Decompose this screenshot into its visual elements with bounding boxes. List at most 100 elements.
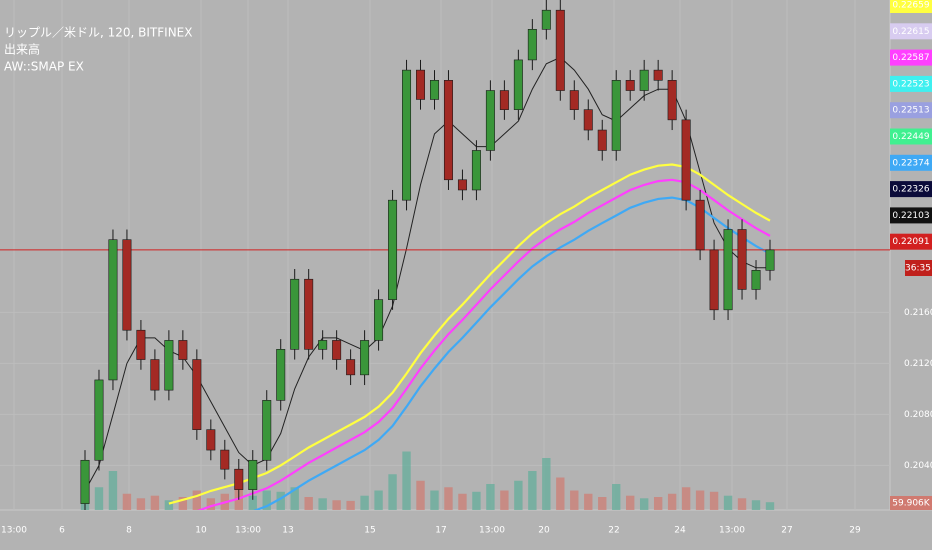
price-label-bg [890,181,932,198]
price-label-bg [890,0,932,13]
volume-bar [388,474,397,510]
candle-body [625,80,635,91]
candle-body [443,80,453,181]
x-tick-label: 13:00 [235,526,261,536]
candle-body [80,459,90,504]
candle-body [541,9,551,30]
price-label-bg [890,207,932,224]
candle-body [108,239,118,381]
candle-body [94,379,104,461]
volume-bar [528,471,537,510]
candle-body [122,239,132,331]
ma-line [253,196,771,510]
candle-body [290,278,300,350]
price-label: 0.22513 [892,106,929,116]
volume-bar [751,500,761,510]
candle-body [583,109,593,131]
volume-bar [556,477,565,510]
candle-body [360,340,370,376]
volume-bar [416,480,425,510]
price-label: 0.22103 [892,211,929,221]
volume-bar [360,495,369,510]
candle-body [192,359,202,430]
candle-body [136,329,146,360]
volume-bar [737,498,747,510]
x-tick-label: 15 [364,526,375,536]
price-label: 0.22587 [892,53,929,63]
x-tick-label: 8 [126,526,132,536]
price-label-bg [890,233,932,250]
price-label-bg [890,154,932,171]
candle-body [150,359,160,391]
candle-body [527,29,537,61]
volume-bar [318,498,327,510]
volume-bar [346,500,355,510]
volume-label: 59.906K [892,499,930,509]
volume-bar [150,495,160,510]
volume-bar [709,491,719,510]
price-label: 0.22449 [892,132,929,142]
price-label: 0.22615 [892,27,929,37]
volume-bar [290,487,299,510]
price-label-bg [890,49,932,66]
price-label-bg [890,23,932,40]
indicator-label: AW::SMAP EX [4,60,84,74]
candle-body [318,340,328,350]
x-tick-label: 10 [195,526,207,536]
volume-bar [653,497,663,510]
ma-line [197,178,771,510]
x-tick-label: 29 [849,526,861,536]
volume-bar [402,451,411,510]
volume-bar [178,497,188,510]
candle-body [178,340,188,360]
volume-bar [458,493,467,510]
volume-bar [612,484,621,510]
x-tick-label: 13:00 [1,526,27,536]
y-tick-label: 0.20800 [904,410,932,420]
candle-body [234,468,244,490]
candle-body [332,340,342,360]
candle-body [471,150,481,191]
candle-body [751,269,761,290]
candle-body [667,80,677,121]
y-tick-label: 0.21600 [904,308,932,318]
price-label: 0.22374 [892,158,929,168]
ma-line [168,163,771,505]
candle-body [374,299,384,341]
volume-bar [192,490,202,510]
volume-bar [639,498,649,510]
volume-bar [276,491,285,510]
candle-body [513,59,523,110]
volume-bar [695,490,705,510]
volume-bar [598,497,607,510]
volume-bar [626,495,635,510]
volume-bar [542,458,551,510]
chart-title: リップル／米ドル, 120, BITFINEX [4,26,193,40]
x-tick-label: 27 [781,526,792,536]
x-tick-label: 20 [538,526,550,536]
candle-body [416,69,426,100]
candle-body [457,179,467,191]
x-tick-label: 13:00 [719,526,745,536]
countdown-bg [905,260,932,276]
price-label-bg [890,75,932,92]
y-tick-label: 0.21200 [904,359,932,369]
x-tick-label: 6 [59,526,65,536]
volume-bar [248,495,257,510]
candle-body [639,69,649,91]
candle-body [346,359,356,376]
candle-body [429,80,439,100]
volume-bar [723,495,733,510]
price-label: 0.22326 [892,185,929,195]
candle-body [737,229,747,290]
volume-bar [514,480,523,510]
volume-bar [430,490,439,510]
volume-bar [108,471,118,510]
candle-body [248,459,258,490]
candle-body [765,249,775,271]
candle-body [597,129,607,151]
x-tick-label: 13:00 [479,526,505,536]
candle-body [569,90,579,110]
